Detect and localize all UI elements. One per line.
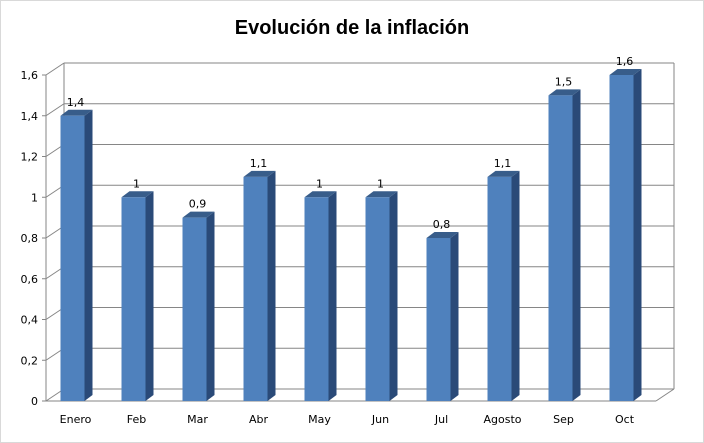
x-tick-label: Agosto	[483, 413, 521, 426]
bar-front	[182, 217, 207, 401]
bar-top	[304, 191, 337, 198]
y-tick-label: 0,6	[21, 273, 39, 286]
bar-top	[487, 170, 520, 177]
x-tick-label: Enero	[60, 413, 92, 426]
x-tick-label: Oct	[615, 413, 635, 426]
wall-connector	[45, 103, 65, 117]
bar-side	[389, 191, 398, 401]
bar-top	[426, 232, 459, 238]
bar-may	[304, 191, 337, 401]
bar-agosto	[487, 170, 520, 401]
bar-side	[84, 109, 93, 401]
x-tick-label: Mar	[187, 413, 208, 426]
data-label: 1	[133, 177, 140, 190]
data-label: 1	[377, 177, 384, 190]
x-tick-label: May	[308, 413, 331, 426]
y-tick-label: 1,4	[21, 110, 39, 123]
data-label: 1,5	[555, 75, 573, 88]
bar-front	[243, 176, 268, 401]
x-tick-label: Jun	[371, 413, 389, 426]
bar-top	[60, 109, 93, 116]
y-tick-label: 0,8	[21, 232, 39, 245]
bar-feb	[121, 191, 154, 401]
data-label: 0,8	[433, 218, 451, 231]
y-tick-label: 0	[31, 395, 38, 408]
data-label: 1,6	[616, 55, 634, 68]
chart-title: Evolución de la inflación	[235, 17, 469, 39]
bar-front	[487, 176, 512, 401]
bar-side	[450, 232, 459, 401]
y-tick-label: 1,2	[21, 151, 39, 164]
bar-jun	[365, 191, 398, 401]
data-label: 1,4	[67, 96, 85, 109]
bars	[60, 69, 642, 401]
bar-top	[548, 89, 581, 96]
bar-front	[304, 197, 329, 401]
bar-side	[511, 170, 520, 401]
bar-side	[267, 170, 276, 401]
bar-enero	[60, 109, 93, 401]
x-tick-label: Sep	[553, 413, 574, 426]
bar-top	[182, 211, 215, 218]
bar-side	[572, 89, 581, 401]
y-tick-label: 0,4	[21, 314, 39, 327]
data-label: 1	[316, 177, 323, 190]
x-tick-label: Jul	[434, 413, 448, 426]
bar-top	[609, 69, 642, 75]
bar-abr	[243, 170, 276, 401]
tick-labels: 0 0,2 0,4 0,6 0,8 1 1,2 1,4 1,6 Enero Feb Mar Abr May…	[21, 69, 635, 426]
floor-right-edge	[655, 388, 675, 402]
bar-side	[633, 69, 642, 401]
bar-side	[328, 191, 337, 401]
y-tick-label: 1,6	[21, 69, 39, 82]
bar-oct	[609, 69, 642, 401]
y-tick-label: 1	[31, 191, 38, 204]
data-label: 1,1	[250, 157, 268, 170]
bar-side	[206, 211, 215, 401]
bar-front	[609, 75, 634, 401]
bar-mar	[182, 211, 215, 401]
bar-top	[365, 191, 398, 198]
data-label: 1,1	[494, 157, 512, 170]
bar-front	[60, 115, 85, 401]
y-tick-label: 0,2	[21, 354, 39, 367]
bar-front	[365, 197, 390, 401]
bar-front	[426, 238, 451, 401]
bar-side	[145, 191, 154, 401]
wall-connector	[45, 62, 65, 76]
data-labels: 1,4 1 0,9 1,1 1 1 0,8 1,1 1,5 1,6	[67, 55, 634, 231]
bar-sep	[548, 89, 581, 401]
x-tick-label: Abr	[249, 413, 269, 426]
bar-front	[121, 197, 146, 401]
data-label: 0,9	[189, 198, 207, 211]
bar-front	[548, 95, 573, 401]
bar-jul	[426, 232, 459, 401]
bar-top	[243, 170, 276, 177]
bar-top	[121, 191, 154, 198]
x-tick-label: Feb	[127, 413, 146, 426]
